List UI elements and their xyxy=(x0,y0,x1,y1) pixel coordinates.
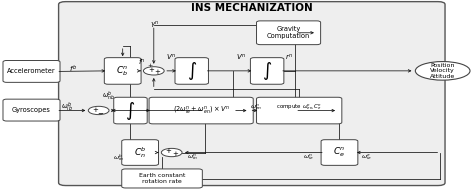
FancyBboxPatch shape xyxy=(256,97,342,124)
Text: $\omega_{ie}^n$: $\omega_{ie}^n$ xyxy=(303,152,314,162)
Text: +: + xyxy=(154,69,160,75)
FancyBboxPatch shape xyxy=(59,2,445,185)
Text: $\int$: $\int$ xyxy=(125,100,136,122)
Text: $C_n^b$: $C_n^b$ xyxy=(134,145,146,160)
FancyBboxPatch shape xyxy=(256,21,320,45)
Text: +: + xyxy=(92,107,98,112)
FancyBboxPatch shape xyxy=(149,97,253,124)
Text: $V^n$: $V^n$ xyxy=(166,52,176,62)
Text: INS MECHANIZATION: INS MECHANIZATION xyxy=(191,3,313,13)
Text: Gravity
Computation: Gravity Computation xyxy=(267,26,310,39)
Text: Earth constant
rotation rate: Earth constant rotation rate xyxy=(139,173,185,184)
FancyBboxPatch shape xyxy=(250,58,284,84)
Text: +: + xyxy=(148,66,155,73)
Text: +: + xyxy=(172,151,178,157)
Text: $\mathrm{compute}\ \omega_{en,}^n C_e^n$: $\mathrm{compute}\ \omega_{en,}^n C_e^n$ xyxy=(276,102,322,111)
Text: $\omega_{in}^b$: $\omega_{in}^b$ xyxy=(113,152,124,163)
Text: $\omega_{nb}^b$: $\omega_{nb}^b$ xyxy=(102,89,115,103)
Text: Accelerometer: Accelerometer xyxy=(7,68,56,74)
Text: $\omega_{ib}^b$: $\omega_{ib}^b$ xyxy=(61,101,73,115)
FancyBboxPatch shape xyxy=(122,140,158,165)
FancyBboxPatch shape xyxy=(122,169,202,188)
Circle shape xyxy=(161,148,182,157)
Text: $-$: $-$ xyxy=(98,109,105,115)
FancyBboxPatch shape xyxy=(175,58,209,84)
Circle shape xyxy=(88,106,109,115)
Text: $(2\omega_{ie}^n+\omega_{en}^n)\times V^n$: $(2\omega_{ie}^n+\omega_{en}^n)\times V^… xyxy=(173,105,229,116)
Text: Gyroscopes: Gyroscopes xyxy=(12,107,51,113)
Text: $\int$: $\int$ xyxy=(262,60,272,82)
Text: $r^n$: $r^n$ xyxy=(285,52,293,62)
Text: $f^b$: $f^b$ xyxy=(69,63,77,75)
Text: $f^n$: $f^n$ xyxy=(137,57,146,67)
Text: +: + xyxy=(165,148,171,154)
FancyBboxPatch shape xyxy=(104,58,141,84)
Text: Position
Velocity
Attitude: Position Velocity Attitude xyxy=(430,63,456,79)
FancyBboxPatch shape xyxy=(114,97,147,124)
Text: $\int$: $\int$ xyxy=(187,60,197,82)
Text: $\omega_{in}^n$: $\omega_{in}^n$ xyxy=(187,152,199,162)
Text: $+$: $+$ xyxy=(147,61,154,69)
Text: $C_b^n$: $C_b^n$ xyxy=(117,64,129,78)
Text: $\omega_{en}^n$: $\omega_{en}^n$ xyxy=(250,102,262,112)
Text: $\omega_{ie}^e$: $\omega_{ie}^e$ xyxy=(361,152,372,162)
Ellipse shape xyxy=(415,62,470,80)
FancyBboxPatch shape xyxy=(321,140,358,165)
Text: $\gamma^n$: $\gamma^n$ xyxy=(150,20,159,31)
FancyBboxPatch shape xyxy=(3,99,60,121)
Text: $C_e^n$: $C_e^n$ xyxy=(333,146,346,159)
Text: $V^n$: $V^n$ xyxy=(237,52,246,62)
FancyBboxPatch shape xyxy=(3,60,60,82)
Circle shape xyxy=(144,67,164,75)
